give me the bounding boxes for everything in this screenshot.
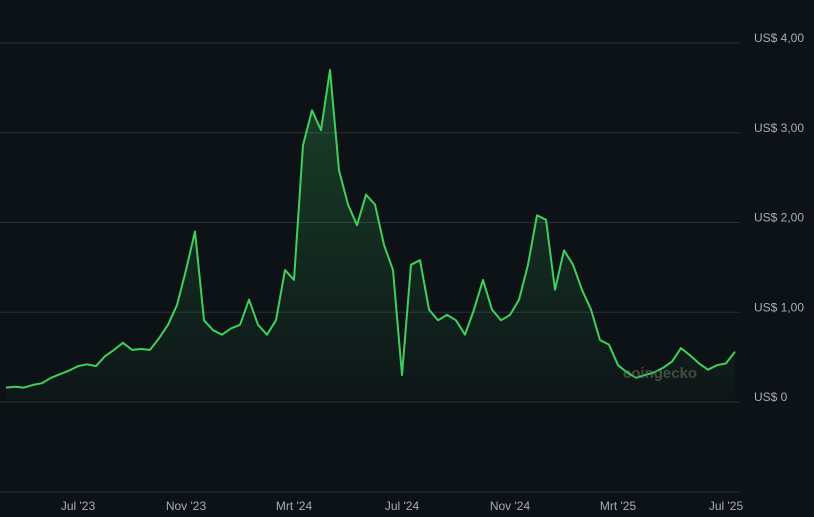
- x-tick-label: Jul '25: [709, 499, 744, 513]
- y-tick-label: US$ 2,00: [754, 211, 804, 225]
- y-tick-label: US$ 3,00: [754, 121, 804, 135]
- watermark: coingecko: [623, 365, 697, 382]
- price-line: [5, 68, 736, 389]
- y-tick-label: US$ 4,00: [754, 31, 804, 45]
- x-tick-label: Jul '24: [385, 499, 420, 513]
- area: [6, 69, 735, 403]
- x-tick-label: Jul '23: [61, 499, 96, 513]
- x-tick-label: Mrt '25: [600, 499, 637, 513]
- x-tick-label: Mrt '24: [276, 499, 313, 513]
- y-tick-label: US$ 1,00: [754, 300, 804, 314]
- x-tick-label: Nov '24: [490, 499, 531, 513]
- x-tick-label: Nov '23: [166, 499, 207, 513]
- y-tick-label: US$ 0: [754, 390, 788, 404]
